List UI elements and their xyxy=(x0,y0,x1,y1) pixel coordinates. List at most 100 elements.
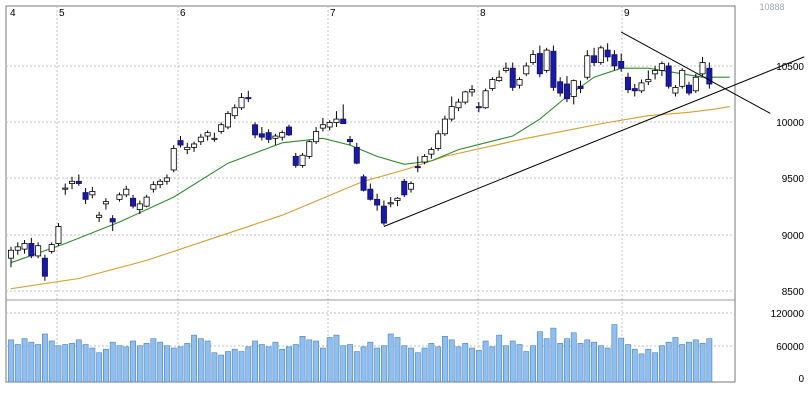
candle xyxy=(258,126,265,141)
candle xyxy=(163,174,170,185)
candle xyxy=(658,61,665,77)
volume-bar xyxy=(258,344,265,383)
volume-bar xyxy=(292,344,299,383)
candle-body xyxy=(489,79,496,89)
volume-bar xyxy=(299,336,306,383)
volume-bar xyxy=(672,337,679,383)
volume-bar xyxy=(550,327,557,383)
volume-bar xyxy=(543,338,550,383)
volume-bar xyxy=(177,346,184,383)
candle-body xyxy=(191,143,198,148)
candle xyxy=(387,197,394,208)
trendline xyxy=(383,56,805,227)
candle xyxy=(563,76,570,103)
candle xyxy=(380,200,387,226)
candle xyxy=(550,45,557,91)
candle-body xyxy=(272,135,279,139)
volume-bar xyxy=(699,343,706,383)
candle xyxy=(265,129,272,143)
volume-bar xyxy=(591,341,597,383)
volume-bar xyxy=(564,338,570,383)
candle-body xyxy=(130,197,137,207)
candle-body xyxy=(231,107,238,117)
volume-bar xyxy=(55,345,62,383)
candle-body xyxy=(543,49,550,71)
candle xyxy=(102,198,109,210)
volume-bar xyxy=(665,341,672,383)
candle-body xyxy=(136,203,143,210)
candle-body xyxy=(306,141,313,157)
volume-bar xyxy=(692,339,699,383)
candle-body xyxy=(550,50,557,88)
candle xyxy=(523,62,530,77)
candle xyxy=(340,104,347,124)
candle xyxy=(285,124,292,137)
candle xyxy=(89,186,96,199)
volume-bar xyxy=(123,346,130,383)
volume-bar xyxy=(48,340,55,383)
volume-bar xyxy=(611,324,618,383)
volume-bar xyxy=(536,331,543,383)
candle xyxy=(489,77,496,91)
volume-bar xyxy=(570,332,577,383)
volume-bar xyxy=(150,338,157,383)
candle-body xyxy=(326,122,333,128)
candle-body xyxy=(360,176,367,191)
volume-bar xyxy=(184,343,191,383)
candle xyxy=(604,43,611,62)
candle xyxy=(516,77,523,89)
candle-body xyxy=(340,118,347,124)
candle xyxy=(543,47,550,73)
volume-bar xyxy=(408,347,414,383)
volume-bar xyxy=(530,345,536,383)
candle xyxy=(28,237,35,259)
candle-body xyxy=(279,132,286,138)
candle xyxy=(679,68,686,89)
volume-bar xyxy=(638,353,645,383)
volume-bar xyxy=(401,345,408,383)
volume-bar xyxy=(469,347,475,383)
candle xyxy=(82,188,89,204)
candle-body xyxy=(611,54,618,67)
candle-body xyxy=(706,67,713,85)
candle-body xyxy=(204,132,211,137)
volume-bar xyxy=(231,348,238,383)
candle xyxy=(238,93,245,111)
candle-body xyxy=(170,148,177,171)
candle-body xyxy=(523,65,530,75)
candle xyxy=(326,120,333,131)
volume-bar xyxy=(489,346,496,383)
candle xyxy=(577,80,584,94)
volume-bar xyxy=(435,346,442,383)
candle xyxy=(638,79,645,94)
candle xyxy=(21,240,28,254)
candle-body xyxy=(292,155,299,166)
candle-body xyxy=(645,79,652,83)
candle-body xyxy=(624,76,631,91)
candle xyxy=(204,130,211,141)
volume-bar xyxy=(130,340,136,383)
candle xyxy=(686,81,693,96)
volume-bar xyxy=(313,340,319,383)
candle xyxy=(502,62,509,73)
candle xyxy=(374,193,381,211)
candle xyxy=(699,56,706,77)
candle-body xyxy=(150,184,157,190)
candle-body xyxy=(224,113,231,128)
candle-body xyxy=(516,79,523,86)
volume-bar xyxy=(197,338,204,383)
candle xyxy=(116,192,123,202)
candle xyxy=(218,122,225,134)
candle-body xyxy=(245,97,252,100)
candle-body xyxy=(14,246,21,251)
volume-bar xyxy=(41,333,48,383)
candle-body xyxy=(509,67,516,88)
candle xyxy=(313,126,320,144)
candle-body xyxy=(252,124,259,136)
candle-body xyxy=(563,83,570,100)
candle-body xyxy=(686,84,693,94)
axes: 4 5 6 7 8 9 10500 10000 9500 9000 8500 120000 60000 0… xyxy=(10,2,804,385)
candle-body xyxy=(597,47,604,63)
candle xyxy=(96,211,103,222)
candle xyxy=(557,77,564,97)
